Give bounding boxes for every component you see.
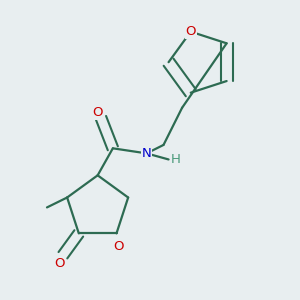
Text: N: N: [142, 147, 152, 160]
Text: O: O: [92, 106, 103, 119]
Text: H: H: [171, 153, 181, 166]
Text: O: O: [185, 25, 196, 38]
Text: O: O: [54, 257, 65, 270]
Text: O: O: [113, 240, 123, 254]
